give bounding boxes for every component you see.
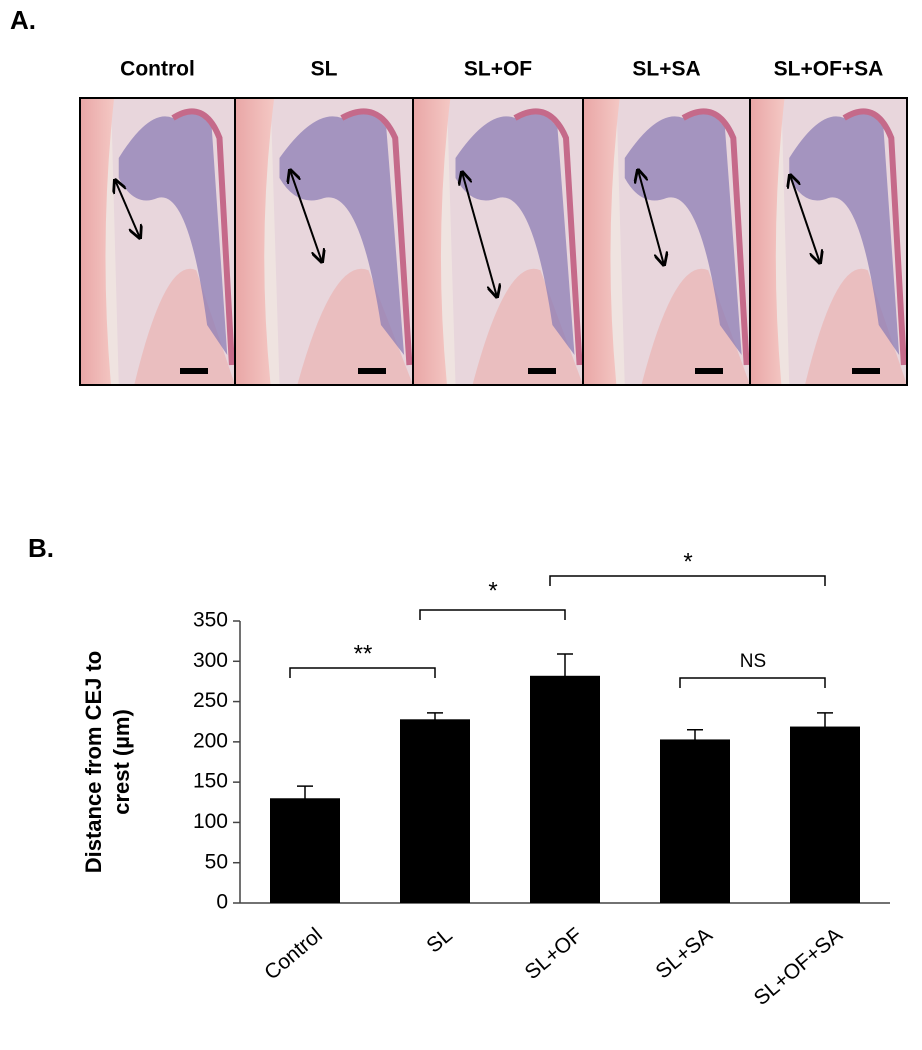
bar-chart: 0 50 100 150 200 250 300 350 Distance from CEJ t…: [81, 548, 890, 1010]
scale-bar: [852, 368, 880, 374]
tooth: [235, 98, 275, 385]
panel-title: SL: [311, 58, 338, 81]
measure-arrow: [638, 170, 664, 265]
bone: [641, 268, 750, 385]
significance-bracket: [419, 609, 566, 620]
significance-bracket: [549, 575, 826, 586]
histology-panels: Control SL SL+OF SL+SA SL+OF+SA: [79, 58, 908, 386]
significance-label: *: [683, 548, 692, 575]
y-tick-label: 350: [193, 609, 228, 632]
error-bar: [687, 729, 703, 750]
tooth: [583, 98, 620, 385]
y-axis-label: Distance from CEJ to crest (µm): [81, 651, 134, 874]
histology-image: [583, 98, 750, 385]
y-tick-label: 0: [216, 891, 228, 914]
epithelium-edge: [171, 108, 235, 366]
epithelium-edge: [513, 108, 583, 366]
scale-bar: [180, 368, 208, 374]
histology-image: [413, 98, 583, 385]
x-tick-label: SL+SA: [651, 923, 716, 983]
scale-bar: [695, 368, 723, 374]
histology-image: [750, 98, 907, 385]
panel-title: SL+OF: [464, 58, 532, 81]
y-axis-label-line: crest (µm): [109, 709, 134, 815]
bar: [400, 719, 470, 903]
significance-label: NS: [740, 651, 766, 672]
x-tick-label: SL+OF: [521, 923, 587, 984]
epithelium: [118, 112, 228, 355]
error-bar: [557, 653, 573, 698]
significance-label: *: [488, 577, 497, 604]
panel-title: Control: [120, 58, 195, 81]
bone: [134, 268, 235, 385]
scale-bar: [528, 368, 556, 374]
y-tick-label: 250: [193, 689, 228, 712]
bar: [270, 798, 340, 903]
x-tick-label: SL+OF+SA: [750, 923, 847, 1010]
panel-title: SL+SA: [632, 58, 700, 81]
error-bar: [817, 712, 833, 741]
x-tick-label: SL: [422, 923, 456, 957]
image-border: [749, 97, 908, 386]
tooth: [413, 98, 451, 385]
y-axis-label-line: Distance from CEJ to: [81, 651, 106, 874]
epithelium-edge: [340, 108, 413, 366]
y-tick-label: 300: [193, 649, 228, 672]
scale-bar: [358, 368, 386, 374]
bar: [660, 739, 730, 903]
y-tick-label: 200: [193, 729, 228, 752]
x-tick-label: Control: [260, 923, 327, 984]
tooth: [80, 98, 115, 385]
histology-image: [80, 98, 235, 385]
measure-arrow: [290, 170, 322, 262]
significance-bracket: [679, 677, 826, 688]
histology-image: [235, 98, 413, 385]
y-tick-label: 150: [193, 770, 228, 793]
bone: [297, 268, 413, 385]
panel-label: A.: [10, 5, 36, 35]
panel-title: SL+OF+SA: [774, 58, 884, 81]
epithelium-edge: [842, 108, 907, 366]
bone: [804, 268, 907, 385]
y-tick-label: 100: [193, 810, 228, 833]
measure-arrow: [462, 172, 497, 297]
error-bar: [427, 712, 443, 726]
significance-bracket: [289, 667, 436, 678]
bar: [530, 675, 600, 903]
panel-label: B.: [28, 533, 54, 563]
y-tick-label: 50: [205, 850, 228, 873]
tooth: [750, 98, 785, 385]
measure-arrow: [115, 180, 140, 238]
bone: [472, 268, 583, 385]
significance-label: **: [354, 640, 373, 667]
error-bar: [297, 785, 313, 811]
measure-arrow: [790, 175, 820, 263]
bar: [790, 726, 860, 903]
epithelium-edge: [681, 108, 750, 366]
